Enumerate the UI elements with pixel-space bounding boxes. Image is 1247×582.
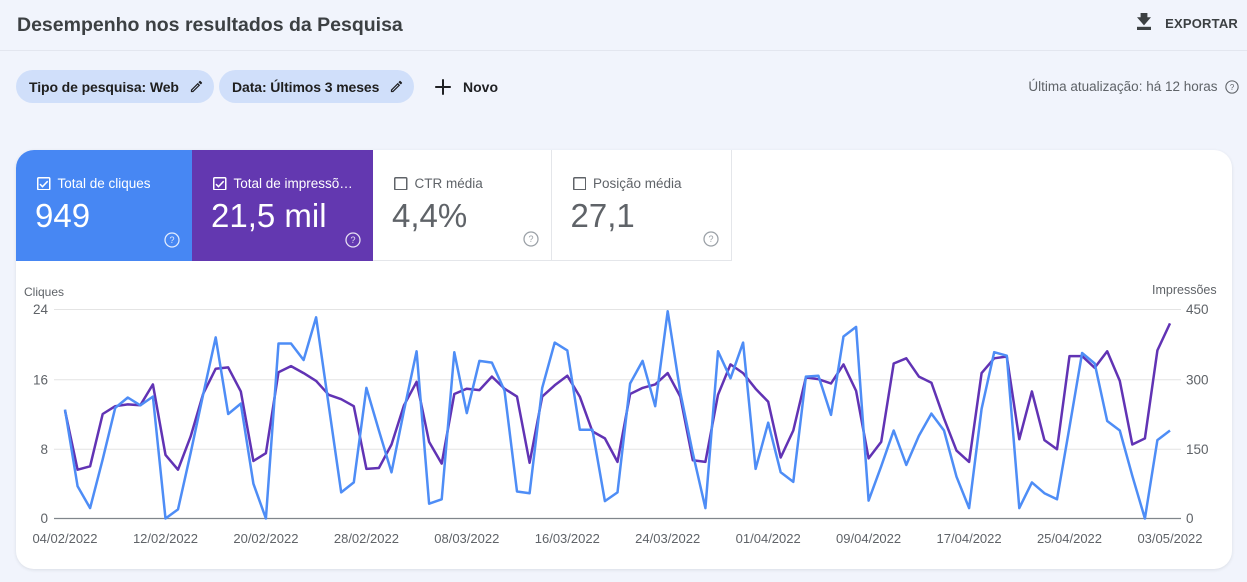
- svg-text:25/04/2022: 25/04/2022: [1037, 531, 1102, 546]
- svg-text:?: ?: [528, 234, 533, 244]
- svg-text:150: 150: [1186, 442, 1209, 457]
- svg-text:8: 8: [40, 442, 48, 457]
- svg-text:Impressões: Impressões: [1152, 283, 1217, 297]
- svg-text:08/03/2022: 08/03/2022: [434, 531, 499, 546]
- svg-text:03/05/2022: 03/05/2022: [1137, 531, 1202, 546]
- svg-text:17/04/2022: 17/04/2022: [937, 531, 1002, 546]
- svg-text:450: 450: [1186, 302, 1209, 317]
- svg-text:Cliques: Cliques: [24, 285, 64, 299]
- svg-text:09/04/2022: 09/04/2022: [836, 531, 901, 546]
- svg-text:?: ?: [1230, 82, 1235, 91]
- svg-text:24: 24: [33, 302, 49, 317]
- svg-text:0: 0: [1186, 511, 1194, 526]
- svg-text:12/02/2022: 12/02/2022: [133, 531, 198, 546]
- svg-text:16: 16: [33, 373, 48, 388]
- svg-text:?: ?: [350, 235, 355, 245]
- svg-text:?: ?: [708, 234, 713, 244]
- svg-text:20/02/2022: 20/02/2022: [233, 531, 298, 546]
- svg-text:04/02/2022: 04/02/2022: [32, 531, 97, 546]
- svg-text:28/02/2022: 28/02/2022: [334, 531, 399, 546]
- svg-text:?: ?: [169, 235, 174, 245]
- svg-text:01/04/2022: 01/04/2022: [736, 531, 801, 546]
- svg-text:24/03/2022: 24/03/2022: [635, 531, 700, 546]
- svg-text:16/03/2022: 16/03/2022: [535, 531, 600, 546]
- svg-text:0: 0: [40, 511, 48, 526]
- svg-text:300: 300: [1186, 373, 1209, 388]
